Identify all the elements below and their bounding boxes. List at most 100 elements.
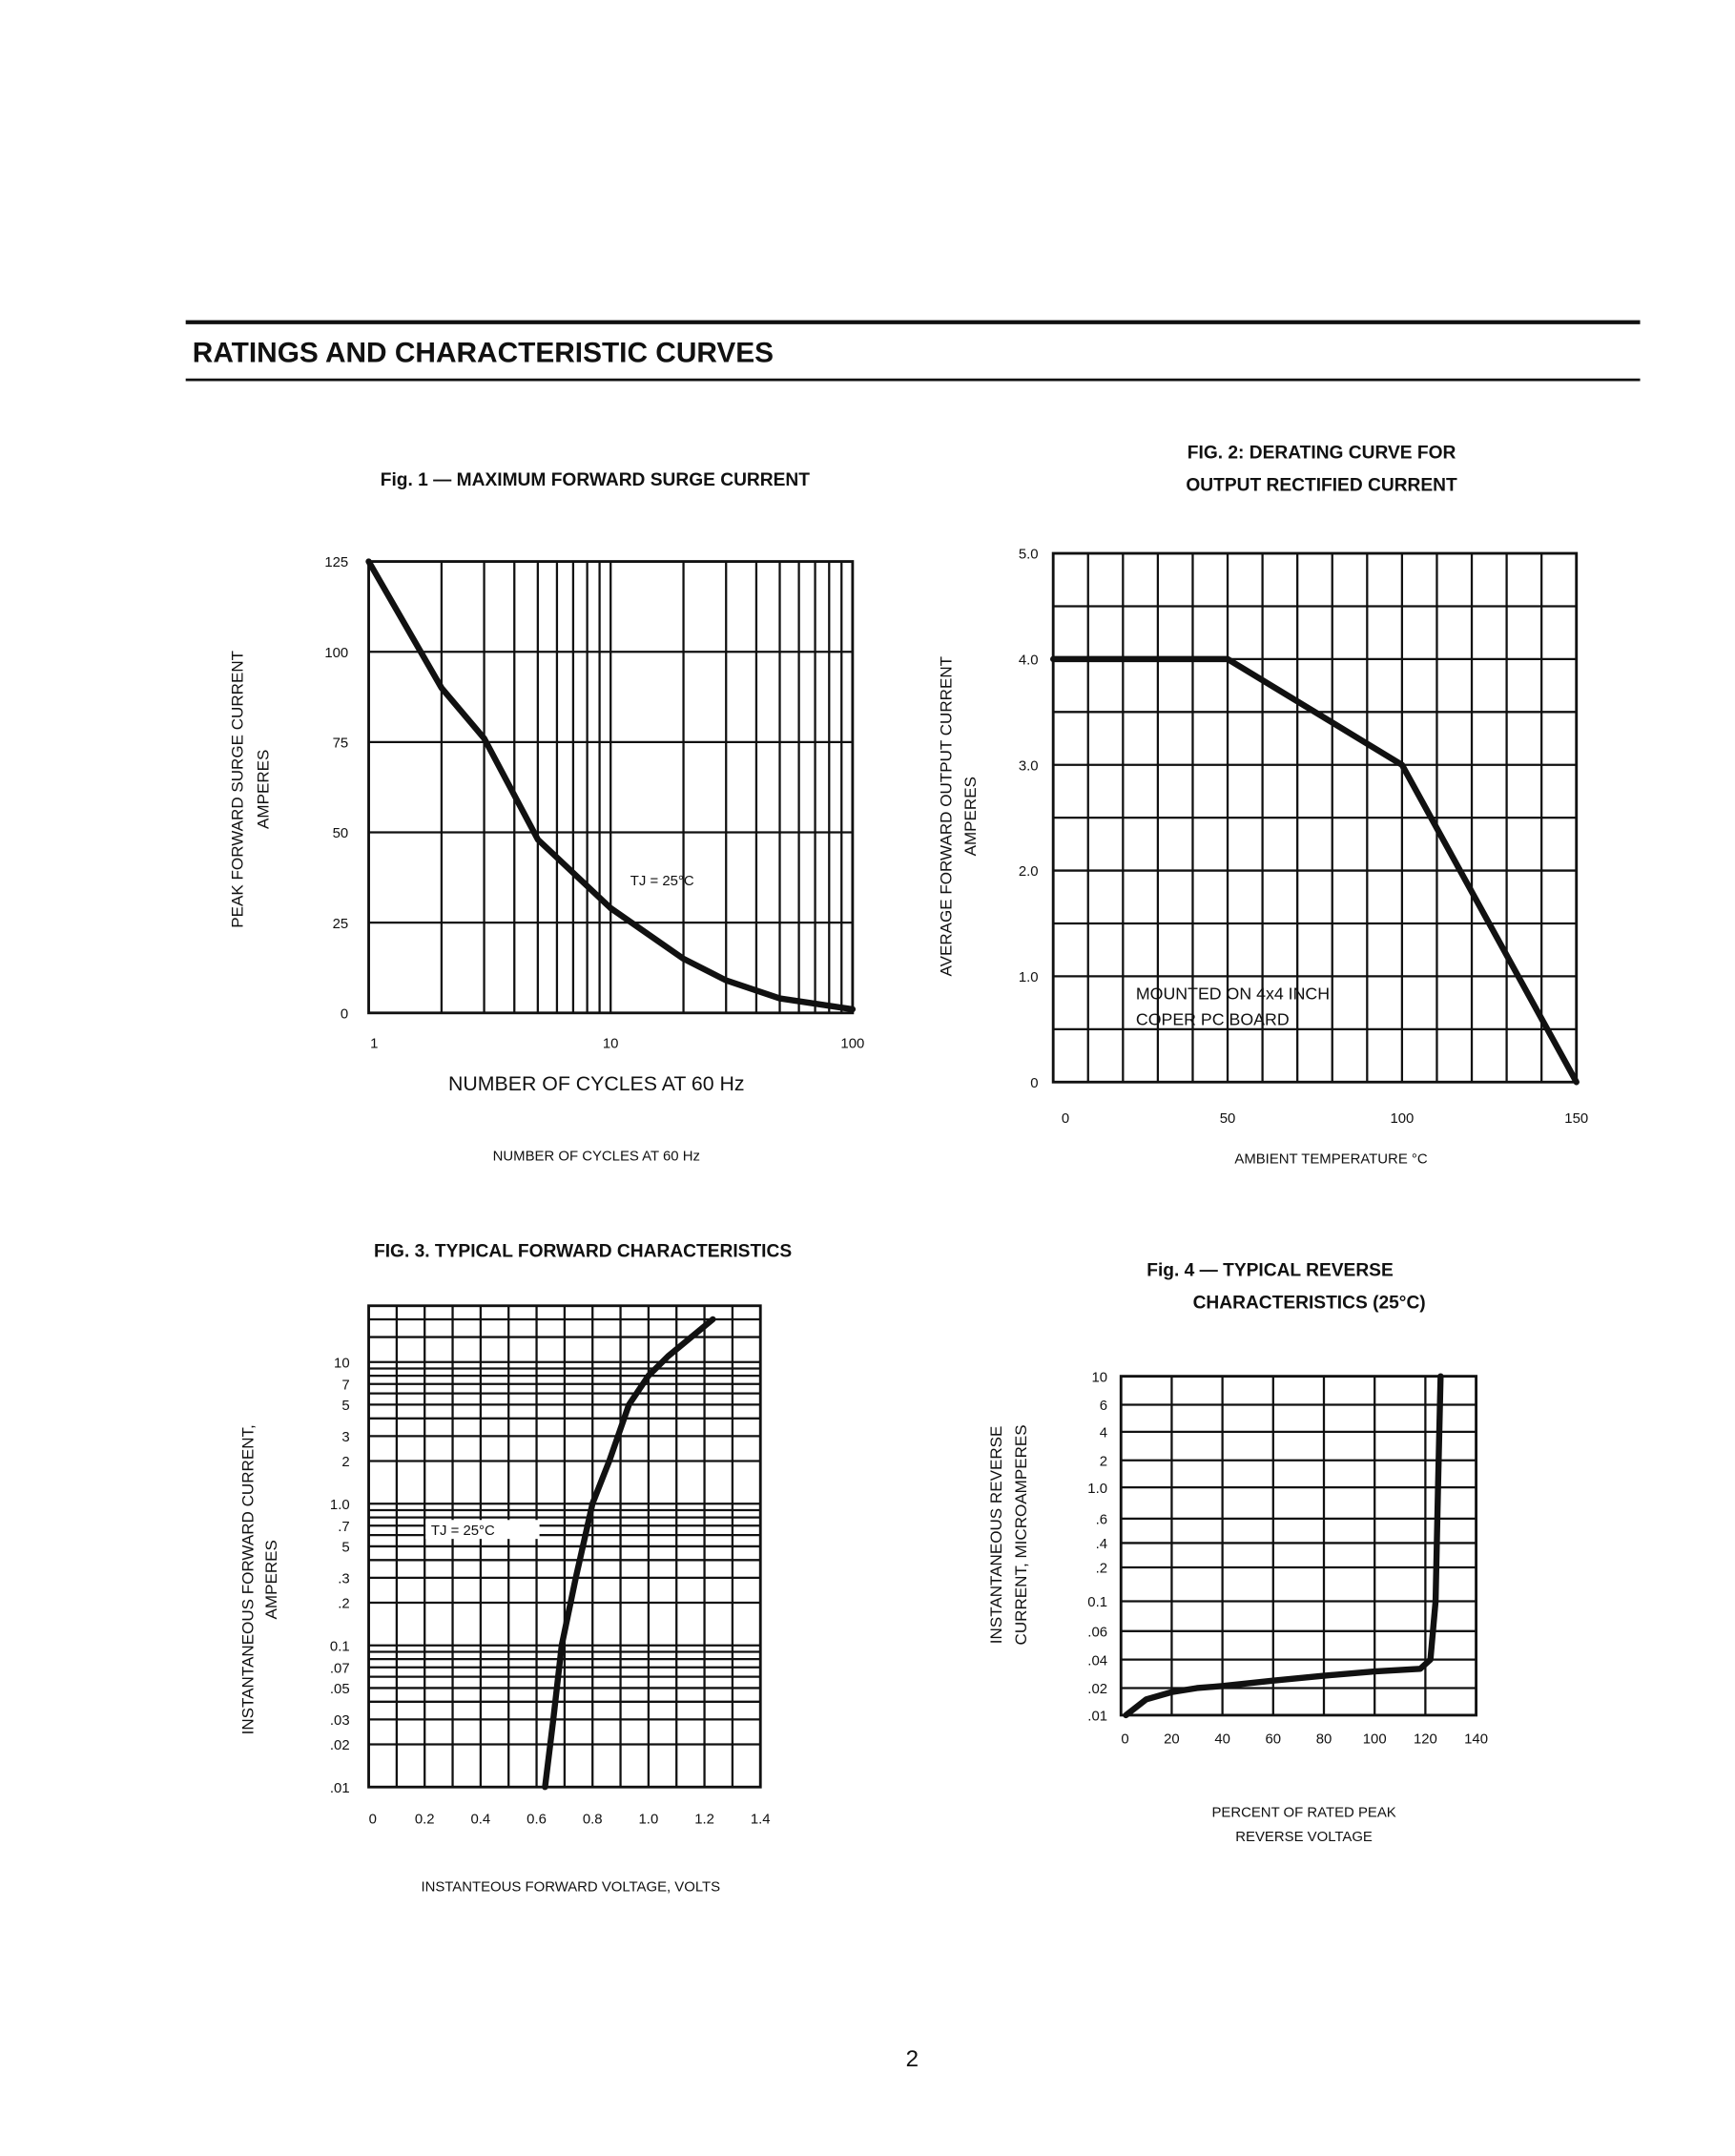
fig2-y-tick-label: 2.0 xyxy=(1019,863,1039,880)
fig4-y-tick-label: .06 xyxy=(1087,1624,1107,1640)
fig1-x-tick-label: 10 xyxy=(603,1036,619,1052)
fig3-x-tick-label: 1.0 xyxy=(639,1812,659,1828)
fig4-y-tick-label: 2 xyxy=(1100,1453,1107,1469)
fig3-x-tick-label: 0.4 xyxy=(471,1812,491,1828)
fig3-y-tick-label: 3 xyxy=(341,1429,349,1445)
fig1-y-tick-label: 0 xyxy=(341,1005,348,1022)
page-number: 2 xyxy=(906,2046,919,2072)
fig3-plot-frame xyxy=(367,1304,762,1789)
fig3-y-tick-label: .02 xyxy=(330,1737,350,1753)
fig4-y-tick-label: .04 xyxy=(1087,1652,1107,1669)
fig3-y-tick-label: 5 xyxy=(341,1540,349,1556)
fig2-plot-frame xyxy=(1051,551,1579,1084)
fig3-y-tick-label: .7 xyxy=(338,1519,349,1535)
fig3-y-tick-label: 0.1 xyxy=(330,1638,350,1654)
fig3-y-tick-label: 1.0 xyxy=(330,1497,350,1513)
fig4-reverse-curve xyxy=(1123,1373,1444,1719)
fig4-x-axis-label-line2: REVERSE VOLTAGE xyxy=(1235,1829,1373,1845)
fig4-y-tick-label: .4 xyxy=(1096,1536,1107,1552)
fig4-y-tick-label: .02 xyxy=(1087,1681,1107,1697)
fig4-plot-frame xyxy=(1119,1375,1477,1717)
fig3-x-tick-label: 0 xyxy=(369,1812,377,1828)
fig1-y-tick-label: 100 xyxy=(324,645,348,661)
fig4-y-tick-label: .01 xyxy=(1087,1709,1107,1725)
fig2-y-axis-label: AVERAGE FORWARD OUTPUT CURRENT xyxy=(938,655,956,976)
fig4-y-tick-label: 10 xyxy=(1091,1369,1107,1385)
fig4-y-axis-label: INSTANTANEOUS REVERSE xyxy=(987,1426,1005,1645)
fig3-x-tick-label: 1.4 xyxy=(751,1812,771,1828)
fig4-y-tick-label: 6 xyxy=(1100,1398,1107,1414)
fig2-x-axis-label: AMBIENT TEMPERATURE °C xyxy=(1234,1151,1427,1168)
fig1-y-axis-unit: AMPERES xyxy=(254,750,272,829)
fig3-y-axis-label: INSTANTANEOUS FORWARD CURRENT, xyxy=(239,1424,258,1734)
fig3-annotation-tj: TJ = 25°C xyxy=(431,1523,495,1539)
fig4-x-tick-label: 0 xyxy=(1121,1731,1128,1748)
fig4-x-tick-label: 60 xyxy=(1266,1731,1282,1748)
fig2-y-tick-label: 3.0 xyxy=(1019,757,1039,774)
fig3-x-tick-label: 0.2 xyxy=(415,1812,435,1828)
fig4-x-tick-label: 100 xyxy=(1363,1731,1387,1748)
fig3-forward-curve xyxy=(542,1316,716,1791)
fig1-y-axis-label: PEAK FORWARD SURGE CURRENT xyxy=(228,650,246,927)
fig1-y-tick-label: 50 xyxy=(333,825,349,841)
fig4-y-tick-label: .2 xyxy=(1096,1561,1107,1577)
fig1-annotation-tj: TJ = 25°C xyxy=(630,873,694,889)
fig3-x-tick-label: 0.8 xyxy=(583,1812,603,1828)
fig2-x-tick-label: 0 xyxy=(1062,1110,1069,1127)
fig3-y-tick-label: 2 xyxy=(341,1454,349,1470)
fig4-x-axis-label-line1: PERCENT OF RATED PEAK xyxy=(1211,1804,1395,1820)
fig1-x-tick-label: 100 xyxy=(840,1036,864,1052)
fig1-surge-current-chart: Fig. 1 — MAXIMUM FORWARD SURGE CURRENT 1… xyxy=(228,470,864,1165)
fig3-y-tick-label: .01 xyxy=(330,1780,350,1796)
fig2-x-tick-label: 100 xyxy=(1390,1110,1414,1127)
fig2-derating-chart: FIG. 2: DERATING CURVE FOR OUTPUT RECTIF… xyxy=(938,444,1589,1168)
fig4-y-tick-label: 1.0 xyxy=(1087,1481,1107,1497)
fig4-reverse-characteristics-chart: Fig. 4 — TYPICAL REVERSE CHARACTERISTICS… xyxy=(987,1260,1488,1845)
fig4-y-tick-label: .6 xyxy=(1096,1512,1107,1528)
fig4-title-line2: CHARACTERISTICS (25°C) xyxy=(1193,1294,1426,1314)
fig4-y-tick-label: 0.1 xyxy=(1087,1594,1107,1610)
fig3-y-tick-label: 7 xyxy=(341,1377,349,1393)
fig3-title: FIG. 3. TYPICAL FORWARD CHARACTERISTICS xyxy=(374,1242,792,1262)
fig2-annotation-line1: MOUNTED ON 4x4 INCH xyxy=(1136,985,1330,1004)
fig2-x-tick-label: 50 xyxy=(1220,1110,1236,1127)
fig3-y-tick-label: .07 xyxy=(330,1660,350,1676)
fig4-x-tick-label: 40 xyxy=(1214,1731,1230,1748)
fig2-y-axis-unit: AMPERES xyxy=(961,777,980,856)
page-header-title: RATINGS AND CHARACTERISTIC CURVES xyxy=(193,338,774,369)
fig2-title-line1: FIG. 2: DERATING CURVE FOR xyxy=(1188,444,1456,464)
fig4-x-tick-label: 20 xyxy=(1164,1731,1180,1748)
fig3-x-axis-label: INSTANTEOUS FORWARD VOLTAGE, VOLTS xyxy=(421,1879,720,1896)
fig2-title-line2: OUTPUT RECTIFIED CURRENT xyxy=(1186,476,1457,496)
fig2-y-tick-label: 0 xyxy=(1030,1075,1038,1091)
fig2-y-tick-label: 4.0 xyxy=(1019,653,1039,669)
fig1-plot-frame xyxy=(367,560,855,1015)
fig3-y-axis-unit: AMPERES xyxy=(262,1540,280,1619)
fig3-y-tick-label: 10 xyxy=(334,1355,350,1371)
fig1-x-axis-caption: NUMBER OF CYCLES AT 60 Hz xyxy=(493,1149,700,1165)
fig2-x-tick-label: 150 xyxy=(1564,1110,1588,1127)
fig2-y-tick-label: 1.0 xyxy=(1019,969,1039,985)
fig1-title: Fig. 1 — MAXIMUM FORWARD SURGE CURRENT xyxy=(381,470,810,490)
fig4-x-tick-label: 140 xyxy=(1464,1731,1488,1748)
fig2-derating-curve xyxy=(1049,655,1580,1086)
fig4-x-tick-label: 120 xyxy=(1414,1731,1437,1748)
fig1-y-tick-label: 125 xyxy=(324,554,348,570)
fig3-x-tick-label: 0.6 xyxy=(527,1812,547,1828)
fig2-annotation-line2: COPER PC BOARD xyxy=(1136,1010,1290,1029)
fig3-y-tick-label: .2 xyxy=(338,1596,349,1612)
fig3-annotation-bg xyxy=(425,1520,540,1540)
fig3-y-tick-label: .3 xyxy=(338,1571,349,1587)
fig3-y-tick-label: .03 xyxy=(330,1712,350,1729)
fig1-y-tick-label: 25 xyxy=(333,916,349,932)
fig1-x-axis-label: NUMBER OF CYCLES AT 60 Hz xyxy=(448,1072,744,1095)
fig4-x-tick-label: 80 xyxy=(1316,1731,1332,1748)
fig4-y-axis-unit: CURRENT, MICROAMPERES xyxy=(1012,1424,1030,1645)
fig4-y-tick-label: 4 xyxy=(1100,1425,1107,1441)
fig4-title-line1: Fig. 4 — TYPICAL REVERSE xyxy=(1146,1260,1394,1280)
fig1-y-tick-label: 75 xyxy=(333,736,349,752)
fig3-y-tick-label: .05 xyxy=(330,1681,350,1697)
fig3-y-tick-label: 5 xyxy=(341,1398,349,1414)
fig2-y-tick-label: 5.0 xyxy=(1019,547,1039,563)
